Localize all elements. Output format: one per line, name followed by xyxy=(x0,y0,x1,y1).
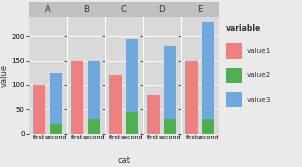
Text: variable: variable xyxy=(226,24,261,33)
Text: B: B xyxy=(83,5,89,14)
Bar xyxy=(202,119,214,134)
Bar xyxy=(147,95,159,134)
Bar xyxy=(50,124,62,134)
Bar xyxy=(164,46,176,119)
Bar xyxy=(88,119,100,134)
Text: value3: value3 xyxy=(247,97,271,103)
Bar xyxy=(126,112,138,134)
Bar xyxy=(164,119,176,134)
Bar xyxy=(109,75,121,134)
Bar xyxy=(33,85,45,134)
Bar xyxy=(71,61,83,134)
Text: cat: cat xyxy=(117,156,130,165)
Bar xyxy=(185,61,198,134)
Bar xyxy=(202,22,214,119)
Bar xyxy=(226,43,242,59)
Text: value: value xyxy=(0,64,9,87)
Bar xyxy=(126,39,138,112)
Text: C: C xyxy=(121,5,127,14)
Text: value1: value1 xyxy=(247,48,271,54)
Bar xyxy=(88,61,100,119)
Bar xyxy=(226,68,242,83)
Text: E: E xyxy=(197,5,203,14)
Text: value2: value2 xyxy=(247,72,271,78)
Bar xyxy=(226,92,242,107)
Bar xyxy=(50,73,62,124)
Text: A: A xyxy=(45,5,51,14)
Text: D: D xyxy=(159,5,165,14)
